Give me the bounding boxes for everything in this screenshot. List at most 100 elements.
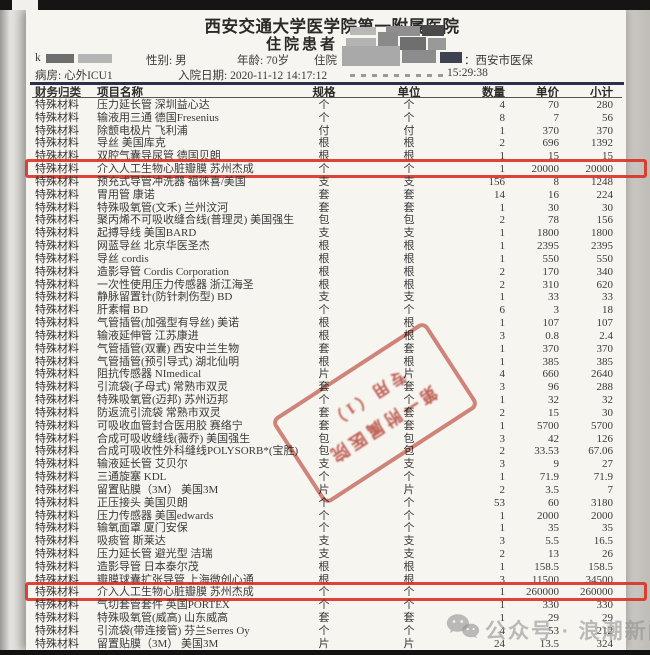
row-spec: 包 — [318, 445, 330, 458]
row-unit: 个 — [403, 111, 415, 124]
table-row: 特殊材料 静脉留置针(防针刺伤型) BD 支 支 1 33 33 — [35, 291, 619, 304]
row-category: 特殊材料 — [35, 111, 79, 124]
row-spec: 个 — [318, 99, 330, 111]
row-qty: 1 — [499, 419, 506, 432]
row-qty: 4 — [499, 624, 506, 637]
row-qty: 1 — [499, 150, 506, 163]
row-category: 特殊材料 — [35, 175, 79, 188]
row-item-name: 输液用三通 德国Fresenius — [97, 111, 219, 124]
row-item-name: 气切套管套件 英国PORTEX — [97, 599, 230, 612]
row-unit: 包 — [403, 214, 415, 227]
row-spec: 付 — [318, 124, 330, 137]
row-category: 特殊材料 — [35, 419, 79, 432]
watermark-text: 公众号 · 浪潮新闻 — [485, 619, 650, 643]
row-qty: 1 — [499, 317, 506, 330]
table-row: 特殊材料 聚丙烯不可吸收缝合线(普理灵) 美国强生 包 包 2 78 156 — [35, 214, 619, 227]
patient-age: 年龄: 70岁 — [237, 55, 290, 67]
row-item-name: 介入人工生物心脏瓣膜 苏州杰成 — [97, 586, 254, 599]
row-unit: 个 — [403, 599, 415, 612]
row-price: 550 — [542, 252, 560, 265]
row-qty: 1 — [499, 560, 506, 573]
row-subtotal: 107 — [596, 317, 614, 330]
row-subtotal: 156 — [596, 214, 614, 227]
row-price: 370 — [542, 124, 560, 137]
row-qty: 2 — [499, 406, 506, 419]
row-subtotal: 224 — [596, 188, 614, 201]
row-qty: 1 — [499, 342, 506, 355]
row-unit: 个 — [403, 624, 415, 637]
row-unit: 套 — [403, 342, 415, 355]
row-item-name: 一次性使用压力传感器 浙江海圣 — [97, 278, 254, 291]
row-spec: 根 — [318, 265, 330, 278]
row-subtotal: 620 — [596, 278, 614, 291]
table-row: 特殊材料 气管插管(加强型有导丝) 美诺 根 根 1 107 107 — [35, 317, 619, 330]
row-spec: 根 — [318, 137, 330, 150]
row-item-name: 气管插管(双囊) 西安中兰生物 — [97, 342, 240, 355]
row-category: 特殊材料 — [35, 368, 79, 381]
table-row: 特殊材料 起搏导线 美国BARD 支 支 1 1800 1800 — [35, 227, 619, 240]
row-spec: 根 — [318, 252, 330, 265]
row-subtotal: 340 — [596, 265, 614, 278]
table-row: 特殊材料 一次性使用压力传感器 浙江海圣 根 根 2 310 620 — [35, 279, 619, 292]
row-price: 29 — [548, 612, 559, 625]
row-category: 特殊材料 — [35, 586, 79, 599]
row-qty: 2 — [499, 214, 506, 227]
row-category: 特殊材料 — [35, 560, 79, 573]
row-price: 385 — [542, 355, 560, 368]
row-price: 13 — [548, 547, 559, 560]
table-header-rule — [32, 97, 622, 98]
col-unit: 单位 — [397, 87, 421, 99]
row-spec: 根 — [318, 317, 330, 330]
row-spec: 个 — [318, 599, 330, 612]
row-spec: 套 — [318, 406, 330, 419]
row-subtotal: 370 — [596, 342, 614, 355]
row-price: 158.5 — [534, 560, 559, 573]
row-subtotal: 27 — [602, 458, 613, 471]
table-row: 特殊材料 胃用管 康诺 套 套 14 16 224 — [35, 189, 619, 202]
row-spec: 个 — [318, 509, 330, 522]
row-qty: 8 — [499, 111, 506, 124]
row-qty: 1 — [499, 509, 506, 522]
table-row: 特殊材料 预充式导管冲洗器 福徕喜/美国 支 支 156 8 1248 — [35, 176, 619, 189]
table-row: 特殊材料 导丝 美国库克 根 根 2 696 1392 — [35, 137, 619, 150]
row-unit: 支 — [403, 535, 415, 548]
row-subtotal: 2000 — [591, 509, 613, 522]
row-price: 2000 — [537, 509, 559, 522]
row-category: 特殊材料 — [35, 317, 79, 330]
row-item-name: 三通旋塞 KDL — [97, 471, 167, 484]
row-subtotal: 2640 — [591, 368, 613, 381]
row-item-name: 导丝 cordis — [97, 252, 149, 265]
redaction-dashes — [350, 74, 444, 77]
redaction-block — [350, 27, 376, 35]
row-qty: 24 — [494, 637, 505, 650]
row-subtotal: 30 — [602, 406, 613, 419]
wechat-icon — [446, 612, 480, 647]
row-qty: 2 — [499, 278, 506, 291]
row-subtotal: 126 — [596, 432, 614, 445]
row-price: 696 — [542, 137, 560, 150]
redaction-block — [78, 54, 112, 63]
row-price: 35 — [548, 522, 559, 535]
row-category: 特殊材料 — [35, 137, 79, 150]
row-spec: 片 — [318, 483, 330, 496]
row-qty: 53 — [494, 496, 505, 509]
row-category: 特殊材料 — [35, 188, 79, 201]
row-price: 2395 — [537, 240, 559, 253]
row-spec: 套 — [318, 188, 330, 201]
patient-name: k — [35, 52, 41, 64]
row-unit: 根 — [403, 329, 415, 342]
row-item-name: 网蓝导丝 北京华医圣杰 — [97, 240, 210, 253]
row-item-name: 留置贴膜（3M） 美国3M — [97, 483, 219, 496]
row-category: 特殊材料 — [35, 612, 79, 625]
table-row: 特殊材料 引流袋(子母式) 常熟市双灵 套 套 3 96 288 — [35, 381, 619, 394]
row-unit: 根 — [403, 240, 415, 253]
row-qty: 1 — [499, 522, 506, 535]
row-qty: 6 — [499, 304, 506, 317]
row-price: 8 — [553, 175, 560, 188]
row-category: 特殊材料 — [35, 381, 79, 394]
row-qty: 1 — [499, 252, 506, 265]
row-category: 特殊材料 — [35, 573, 79, 586]
row-price: 310 — [542, 278, 560, 291]
table-row: 特殊材料 防返流引流袋 常熟市双灵 套 套 2 15 30 — [35, 407, 619, 420]
